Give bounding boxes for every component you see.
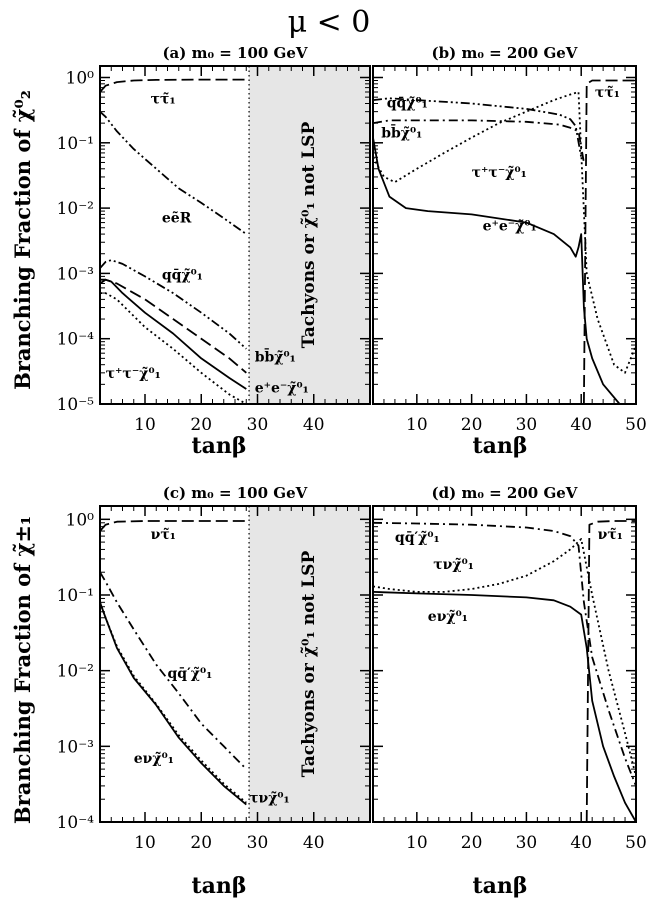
x-tick-label: 30 [247,833,269,853]
series-line [100,571,247,770]
y-tick-label: 10⁻³ [57,737,94,757]
series-line [100,601,247,806]
series-annotation: eνχ̃⁰₁ [134,750,174,767]
y-tick-label: 10⁻² [57,662,94,682]
x-tick-label: 10 [406,833,428,853]
series-annotation: e⁺e⁻χ̃⁰₁ [255,380,309,397]
series-annotation: bb̄χ̃⁰₁ [255,347,296,366]
series-annotation: qq̄χ̃⁰₁ [162,267,203,284]
series-line [585,520,636,822]
series-line [373,97,583,158]
xlabel-b: tanβ [472,433,527,459]
series-annotation: τ⁺τ⁻χ̃⁰₁ [106,365,161,382]
series-line [100,292,247,404]
series-annotation: qq̄′χ̃⁰₁ [395,529,440,546]
series-line [100,520,247,532]
panel-title: (a) m₀ = 100 GeV [162,44,307,62]
series-line [373,137,622,404]
excluded-label: Tachyons or χ̃⁰₁ not LSP [299,551,319,778]
series-annotation: ντ̃₁ [598,526,623,543]
x-tick-label: 20 [190,833,212,853]
y-tick-label: 10⁻³ [57,264,94,284]
series-line [373,119,585,163]
panel-title: (c) m₀ = 100 GeV [163,484,308,502]
panel-title: (b) m₀ = 200 GeV [432,44,578,62]
x-tick-label: 10 [134,833,156,853]
series-annotation: ττ̃₁ [151,90,176,107]
panels: Tachyons or χ̃⁰₁ not LSP 10 20 30 40 10⁰ 10⁻¹ 1… [57,44,647,853]
x-tick-label: 40 [303,833,325,853]
series-annotation: eẽR [162,210,192,227]
plot-frame [372,65,637,405]
panel-title: (d) m₀ = 200 GeV [432,484,578,502]
series-line [373,591,636,822]
panel-b: 10 20 30 40 50 qq̄χ̃⁰₁ bb̄χ̃⁰₁ τ⁺τ⁻χ̃⁰₁ e⁺e⁻χ̃⁰₁… [372,44,647,435]
series-line [373,538,636,777]
series-line [373,521,636,787]
y-tick-label: 10⁻¹ [57,134,94,154]
x-tick-label: 30 [516,833,538,853]
series-line [100,601,247,804]
excluded-region [249,506,370,822]
series-annotation: qq̄χ̃⁰₁ [387,94,428,111]
series-line [100,110,247,235]
x-tick-label: 30 [516,415,538,435]
panel-d: 10 20 30 40 50 qq̄′χ̃⁰₁ τνχ̃⁰₁ eνχ̃⁰₁ ντ̃₁ (d) m₀… [372,484,647,853]
series-annotation: τ⁺τ⁻χ̃⁰₁ [472,164,527,181]
excluded-region [249,66,370,404]
x-tick-label: 40 [303,415,325,435]
y-tick-label: 10⁰ [66,68,95,88]
series-annotation: e⁺e⁻χ̃⁰₁ [483,218,537,235]
series-annotation: bb̄χ̃⁰₁ [381,123,422,142]
x-tick-label: 20 [461,833,483,853]
plot-frame [372,505,637,823]
x-tick-label: 50 [625,415,647,435]
panel-a: Tachyons or χ̃⁰₁ not LSP 10 20 30 40 10⁰ 10⁻¹ 1… [57,44,371,435]
x-tick-label: 10 [406,415,428,435]
series-annotation: eνχ̃⁰₁ [428,608,468,625]
series-annotation: ττ̃₁ [595,84,620,101]
xlabel-d: tanβ [472,873,527,899]
x-tick-label: 40 [570,415,592,435]
xlabel-a: tanβ [191,433,246,459]
excluded-label: Tachyons or χ̃⁰₁ not LSP [299,122,319,349]
x-tick-label: 40 [570,833,592,853]
x-tick-label: 30 [247,415,269,435]
figure-title: μ < 0 [288,5,371,40]
y-tick-label: 10⁻² [57,199,94,219]
plot-frame [99,65,371,405]
ylabel-bottom: Branching Fraction of χ̃±₁ [10,516,35,824]
y-tick-label: 10⁰ [66,510,95,530]
xlabel-c: tanβ [191,873,246,899]
series-line [100,78,247,93]
series-line [583,79,636,404]
x-tick-label: 50 [625,833,647,853]
x-tick-label: 10 [134,415,156,435]
series-annotation: τνχ̃⁰₁ [249,790,290,807]
plot-frame [99,505,371,823]
series-line [100,259,247,350]
series-annotation: ντ̃₁ [151,526,176,543]
series-annotation: τνχ̃⁰₁ [433,556,474,573]
series-annotation: qq̄′χ̃⁰₁ [168,665,213,682]
y-tick-label: 10⁻⁴ [57,813,95,833]
ylabel-top: Branching Fraction of χ̃⁰₂ [10,90,35,390]
series-line [100,278,247,390]
y-tick-label: 10⁻⁵ [57,395,95,415]
x-tick-label: 20 [461,415,483,435]
panel-c: Tachyons or χ̃⁰₁ not LSP 10 20 30 40 10⁰ 10⁻¹ 1… [57,484,371,853]
y-tick-label: 10⁻⁴ [57,330,95,350]
x-tick-label: 20 [190,415,212,435]
y-tick-label: 10⁻¹ [57,586,94,606]
